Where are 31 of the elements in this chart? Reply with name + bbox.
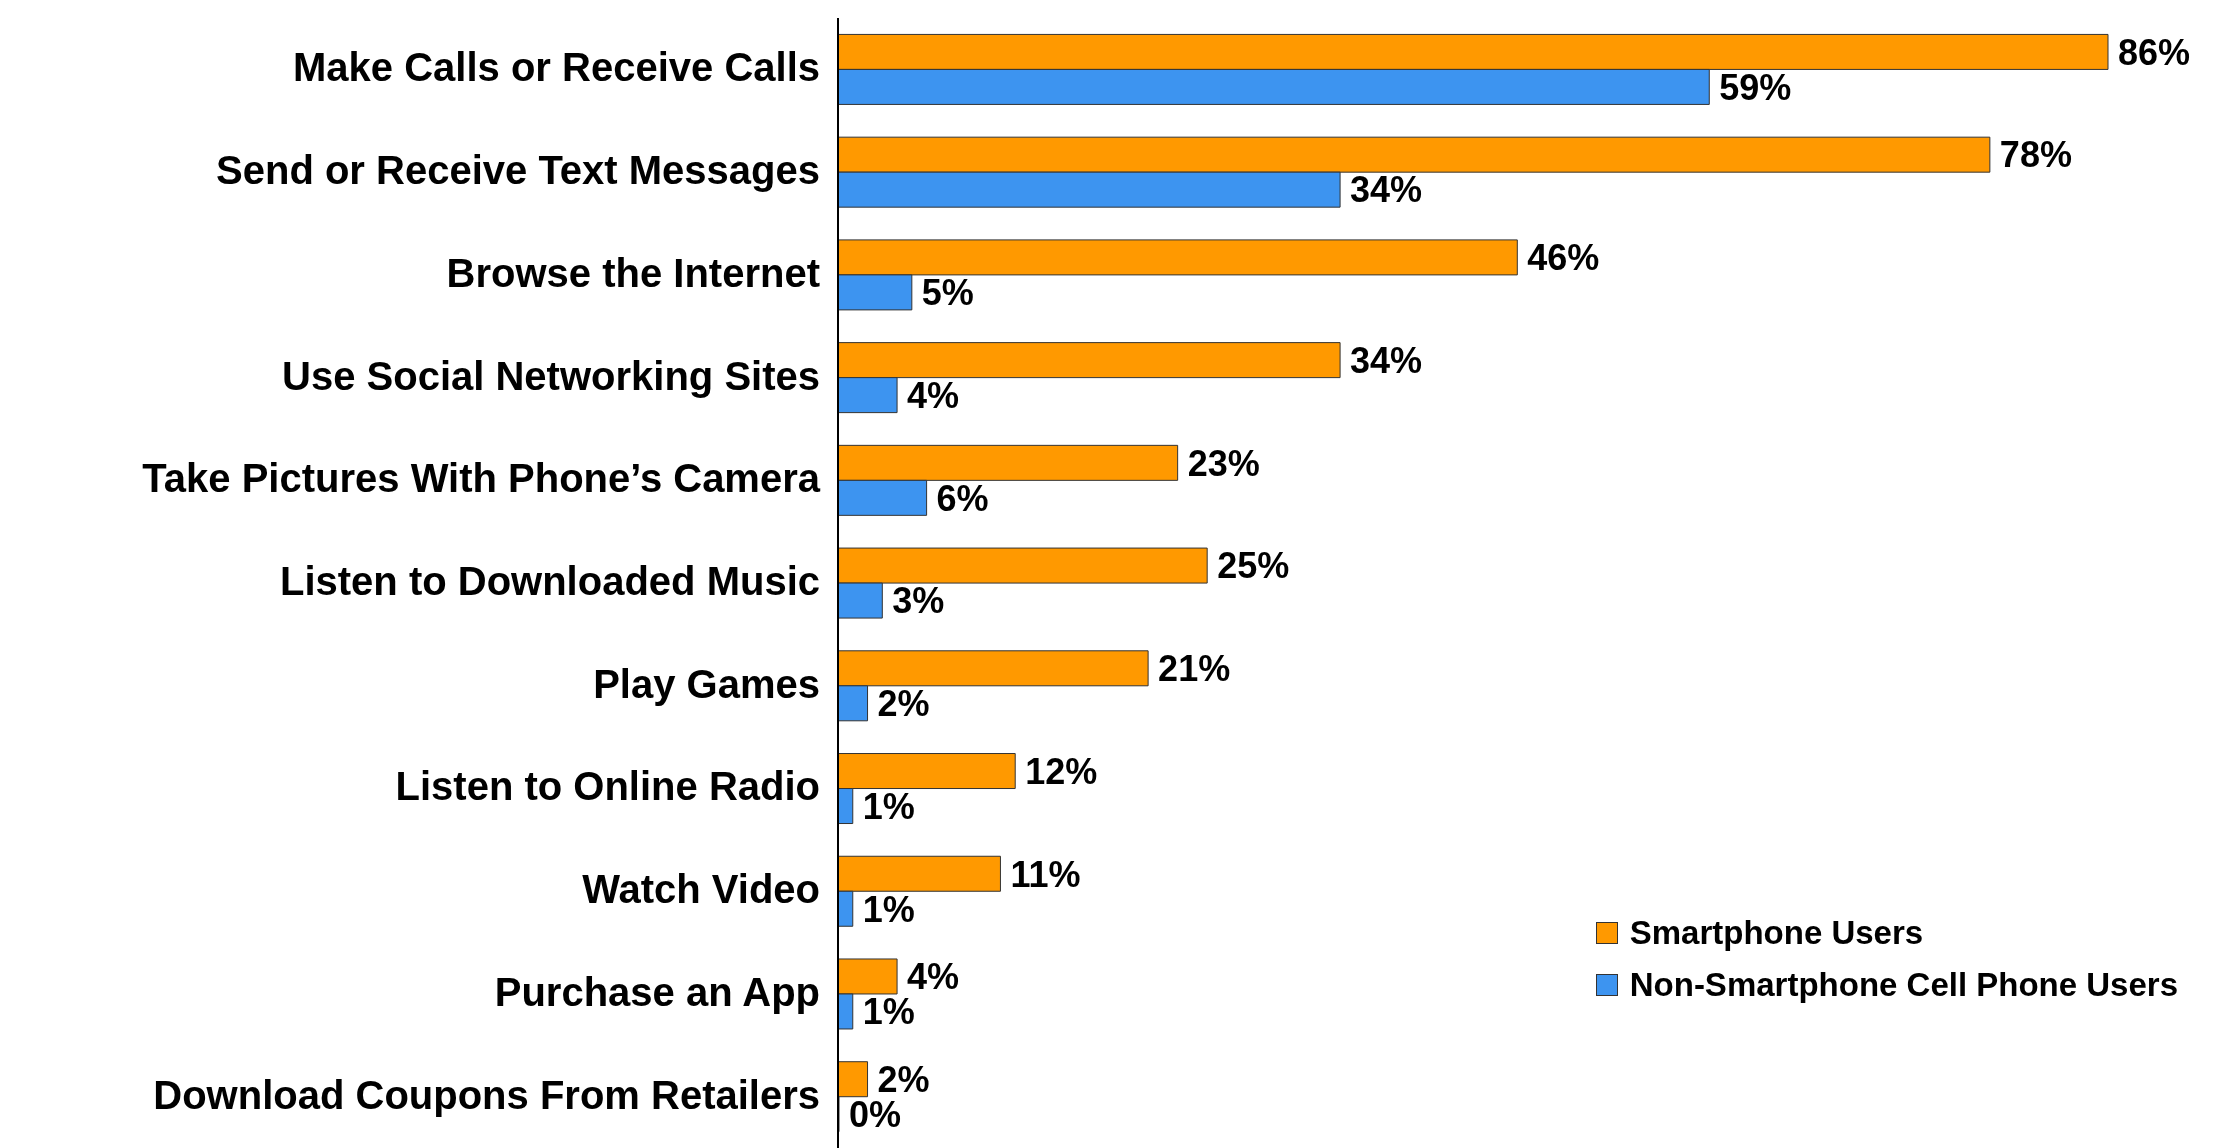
y-tick-label: Send or Receive Text Messages — [216, 148, 820, 193]
y-tick-label: Play Games — [593, 661, 820, 706]
data-label: 25% — [1217, 545, 1290, 587]
y-tick-label: Listen to Downloaded Music — [279, 559, 820, 603]
data-label: 4% — [907, 374, 960, 416]
y-tick-label: Purchase an App — [494, 969, 820, 1014]
legend-label: Non-Smartphone Cell Phone Users — [1628, 966, 2178, 1004]
data-label: 1% — [862, 785, 915, 827]
y-tick-label: Take Pictures With Phone’s Camera — [142, 456, 821, 501]
y-tick-label: Watch Video — [582, 867, 820, 912]
data-label: 34% — [1350, 339, 1423, 381]
data-label: 23% — [1187, 442, 1260, 484]
data-label: 6% — [936, 477, 989, 519]
y-tick-label: Make Calls or Receive Calls — [293, 45, 820, 90]
data-label: 34% — [1350, 169, 1423, 211]
y-tick-label: Download Coupons From Retailers — [153, 1072, 820, 1117]
data-label: 21% — [1158, 648, 1231, 690]
data-label: 2% — [877, 683, 930, 725]
y-tick-label: Browse the Internet — [446, 250, 820, 295]
data-label: 3% — [892, 580, 945, 622]
y-tick-label: Use Social Networking Sites — [282, 353, 820, 398]
y-tick-label: Listen to Online Radio — [395, 764, 820, 809]
legend-label: Smartphone Users — [1628, 914, 1925, 952]
data-label: 86% — [2118, 31, 2191, 73]
data-label: 5% — [921, 272, 974, 314]
data-label: 1% — [862, 888, 915, 930]
data-label: 59% — [1719, 66, 1792, 108]
data-label: 78% — [1999, 134, 2072, 176]
data-label: 46% — [1527, 237, 1600, 279]
data-label: 12% — [1025, 750, 1098, 792]
data-label: 11% — [1010, 853, 1081, 895]
